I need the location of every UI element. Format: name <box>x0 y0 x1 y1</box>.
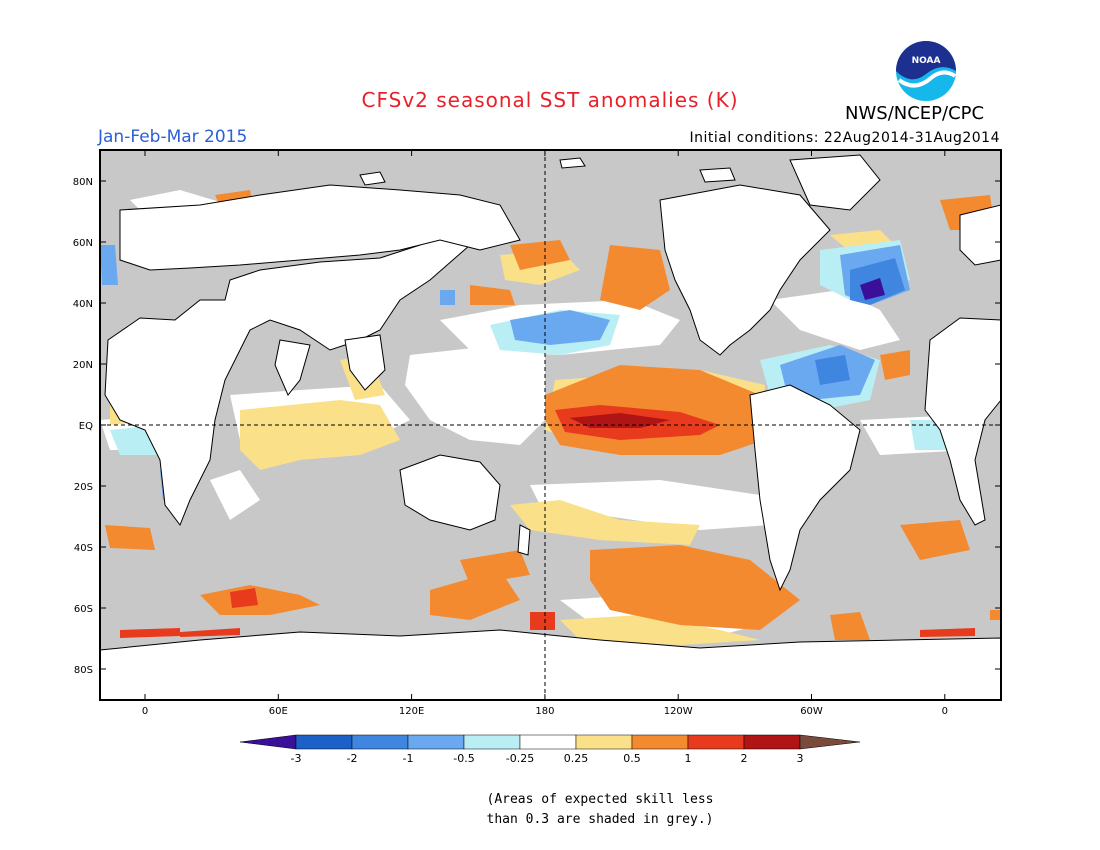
lon-label: 120W <box>664 706 693 717</box>
colorbar-segment <box>239 734 297 750</box>
lat-label: 80N <box>73 177 93 188</box>
lat-label: 20S <box>74 482 93 493</box>
arctic-islands <box>359 157 736 186</box>
lon-label: 0 <box>942 706 948 717</box>
lat-label: EQ <box>79 421 93 432</box>
lon-label: 0 <box>142 706 148 717</box>
colorbar-segment <box>351 734 409 750</box>
colorbar-label: -0.25 <box>506 752 534 765</box>
colorbar: -3 -2 -1 -0.5 -0.25 0.25 0.5 1 2 3 <box>239 734 861 765</box>
colorbar-segment <box>687 734 745 750</box>
anomaly-below-minus-3 <box>860 278 885 300</box>
lat-label: 40N <box>73 299 93 310</box>
skill-note: (Areas of expected skill less than 0.3 a… <box>470 790 730 830</box>
lon-label: 60E <box>269 706 288 717</box>
skill-note-line2: than 0.3 are shaded in grey.) <box>486 812 714 827</box>
colorbar-segment <box>743 734 801 750</box>
lat-label: 60N <box>73 238 93 249</box>
lat-label: 40S <box>74 543 93 554</box>
colorbar-label: 0.25 <box>564 752 589 765</box>
land-masses <box>100 154 1001 700</box>
colorbar-segment <box>407 734 465 750</box>
colorbar-label: -0.5 <box>453 752 474 765</box>
noaa-logo: NOAA <box>896 41 957 101</box>
colorbar-label: 1 <box>685 752 692 765</box>
noaa-logo-text: NOAA <box>912 56 941 66</box>
season-label: Jan-Feb-Mar 2015 <box>98 127 248 147</box>
colorbar-label: 2 <box>741 752 748 765</box>
anomaly-2-to-3 <box>570 413 670 428</box>
lat-label: 80S <box>74 665 93 676</box>
colorbar-segment <box>575 734 633 750</box>
map-title: CFSv2 seasonal SST anomalies (K) <box>361 88 739 112</box>
lon-label: 60W <box>800 706 823 717</box>
colorbar-segment <box>799 734 861 750</box>
lon-label: 180 <box>535 706 554 717</box>
latitude-axis: 80N 60N 40N 20N EQ 20S 40S 60S 80S <box>73 177 1001 676</box>
colorbar-label: -3 <box>291 752 302 765</box>
colorbar-segment <box>519 734 577 750</box>
colorbar-label: -2 <box>347 752 358 765</box>
lon-label: 120E <box>399 706 424 717</box>
colorbar-segment <box>463 734 521 750</box>
agency-label: NWS/NCEP/CPC <box>845 103 985 124</box>
lat-label: 20N <box>73 360 93 371</box>
colorbar-segment <box>295 734 353 750</box>
longitude-axis: 0 60E 120E 180 120W 60W 0 <box>142 150 948 717</box>
initial-conditions-label: Initial conditions: 22Aug2014-31Aug2014 <box>689 130 1000 146</box>
colorbar-label: 0.5 <box>623 752 641 765</box>
colorbar-label: -1 <box>403 752 414 765</box>
colorbar-label: 3 <box>797 752 804 765</box>
colorbar-segment <box>631 734 689 750</box>
lat-label: 60S <box>74 604 93 615</box>
skill-note-line1: (Areas of expected skill less <box>486 792 714 807</box>
